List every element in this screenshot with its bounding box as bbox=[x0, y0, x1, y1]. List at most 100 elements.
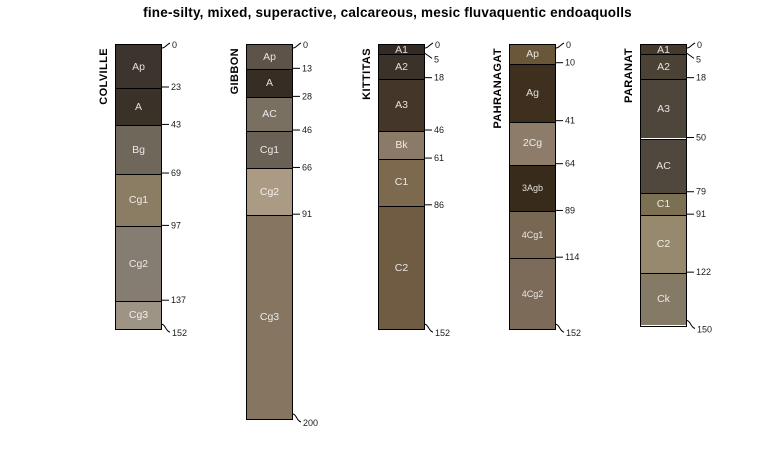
profile-column: Ap A Bg Cg1 Cg2 Cg3 bbox=[115, 44, 162, 331]
depth-tick-label: 150 bbox=[697, 325, 712, 335]
horizon-label: Cg3 bbox=[259, 311, 280, 324]
depth-axis: 0 5 18 50 79 91 122 150 bbox=[686, 40, 712, 335]
depth-axis: 0 10 41 64 89 114 152 bbox=[555, 40, 581, 338]
horizon-boundary-line bbox=[247, 69, 292, 71]
horizon-block bbox=[510, 63, 555, 122]
depth-tick-label: 69 bbox=[171, 168, 181, 178]
horizon-label: Cg2 bbox=[259, 185, 280, 198]
depth-tick-label: 86 bbox=[434, 200, 444, 210]
horizon-block bbox=[116, 45, 161, 88]
horizon-block bbox=[641, 78, 686, 139]
horizon-boundary-line bbox=[641, 54, 686, 56]
horizon-block bbox=[116, 88, 161, 126]
horizon-boundary-line bbox=[116, 226, 161, 228]
horizon-label: Cg1 bbox=[259, 143, 280, 156]
horizon-block bbox=[510, 211, 555, 259]
depth-tick bbox=[161, 323, 171, 333]
horizon-boundary-line bbox=[247, 97, 292, 99]
horizon-boundary-line bbox=[379, 78, 424, 80]
horizon-block bbox=[247, 131, 292, 169]
horizon-label: Bk bbox=[395, 139, 408, 152]
horizon-boundary-line bbox=[510, 164, 555, 166]
horizon-label: A bbox=[134, 100, 142, 113]
depth-tick-label: 114 bbox=[565, 252, 579, 262]
depth-tick-label: 91 bbox=[696, 209, 706, 219]
depth-axis: 0 5 18 46 61 86 152 bbox=[424, 40, 450, 338]
depth-tick bbox=[424, 52, 433, 59]
horizon-block bbox=[379, 78, 424, 132]
horizon-label: 2Cg bbox=[522, 137, 543, 150]
horizon-label: 3Agb bbox=[521, 183, 544, 194]
horizon-boundary-line bbox=[641, 215, 686, 217]
horizon-block bbox=[510, 164, 555, 212]
profile-column: Ap A AC Cg1 Cg2 Cg3 bbox=[246, 44, 293, 420]
horizon-boundary-line bbox=[510, 121, 555, 123]
depth-tick bbox=[555, 323, 565, 333]
horizon-boundary-line bbox=[510, 63, 555, 65]
horizon-block bbox=[247, 45, 292, 70]
depth-tick-label: 41 bbox=[565, 116, 575, 126]
horizon-boundary-line bbox=[247, 168, 292, 170]
depth-tick-label: 0 bbox=[172, 40, 177, 50]
horizon-boundary-line bbox=[116, 88, 161, 89]
depth-tick-label: 28 bbox=[302, 91, 312, 101]
depth-tick-label: 91 bbox=[302, 209, 312, 219]
horizon-block bbox=[379, 159, 424, 206]
depth-tick-label: 66 bbox=[302, 162, 312, 172]
horizon-block bbox=[247, 168, 292, 216]
horizon-label: AC bbox=[262, 108, 277, 121]
horizon-boundary-line bbox=[510, 211, 555, 213]
horizon-block bbox=[247, 97, 292, 132]
depth-tick-label: 152 bbox=[435, 328, 450, 338]
horizon-block bbox=[379, 54, 424, 79]
horizon-label: Ap bbox=[263, 51, 276, 64]
depth-tick-label: 46 bbox=[302, 125, 312, 135]
depth-tick-label: 50 bbox=[696, 133, 706, 143]
horizon-label: 4Cg1 bbox=[521, 229, 544, 240]
horizon-boundary-line bbox=[247, 131, 292, 133]
profile-name-text: GIBBON bbox=[229, 48, 241, 95]
profile-name-text: COLVILLE bbox=[98, 48, 110, 105]
horizon-boundary-line bbox=[641, 138, 686, 140]
horizon-block bbox=[247, 215, 292, 419]
depth-tick bbox=[292, 42, 302, 49]
depth-tick-label: 13 bbox=[302, 63, 312, 73]
horizon-label: Cg1 bbox=[128, 194, 149, 207]
depth-tick-label: 0 bbox=[435, 40, 440, 50]
horizon-block bbox=[379, 205, 424, 330]
horizon-label: A2 bbox=[395, 60, 408, 73]
horizon-label: A3 bbox=[657, 102, 670, 115]
horizon-label: C2 bbox=[394, 261, 409, 274]
horizon-label: Cg3 bbox=[128, 309, 149, 322]
depth-axis: 0 13 28 46 66 91 200 bbox=[292, 40, 318, 428]
horizon-block bbox=[641, 192, 686, 216]
horizon-block bbox=[379, 45, 424, 55]
horizon-boundary-line bbox=[379, 131, 424, 133]
profile-column: Ap Ag 2Cg 3Agb 4Cg1 4Cg2 bbox=[509, 44, 556, 331]
depth-tick-label: 152 bbox=[172, 328, 187, 338]
horizon-block bbox=[641, 215, 686, 274]
horizon-block bbox=[379, 131, 424, 160]
depth-axis: 0 23 43 69 97 137 152 bbox=[161, 40, 187, 338]
depth-tick-label: 200 bbox=[303, 418, 318, 428]
depth-tick-label: 18 bbox=[434, 73, 444, 83]
depth-tick-label: 152 bbox=[566, 328, 581, 338]
depth-tick-label: 0 bbox=[566, 40, 571, 50]
depth-tick-label: 137 bbox=[171, 295, 186, 305]
horizon-label: Cg2 bbox=[128, 257, 149, 270]
horizon-boundary-line bbox=[247, 215, 292, 217]
horizon-block bbox=[641, 54, 686, 79]
horizon-block bbox=[510, 258, 555, 330]
depth-tick-label: 89 bbox=[565, 205, 575, 215]
depth-tick-label: 97 bbox=[171, 220, 181, 230]
depth-tick-label: 0 bbox=[303, 40, 308, 50]
horizon-boundary-line bbox=[379, 159, 424, 161]
horizon-label: Ck bbox=[657, 293, 670, 306]
horizon-label: A1 bbox=[395, 43, 408, 56]
horizon-label: C2 bbox=[656, 238, 671, 251]
horizon-label: Bg bbox=[132, 143, 145, 156]
depth-tick-label: 46 bbox=[434, 125, 444, 135]
horizon-block bbox=[116, 174, 161, 227]
horizon-label: C1 bbox=[656, 197, 671, 210]
